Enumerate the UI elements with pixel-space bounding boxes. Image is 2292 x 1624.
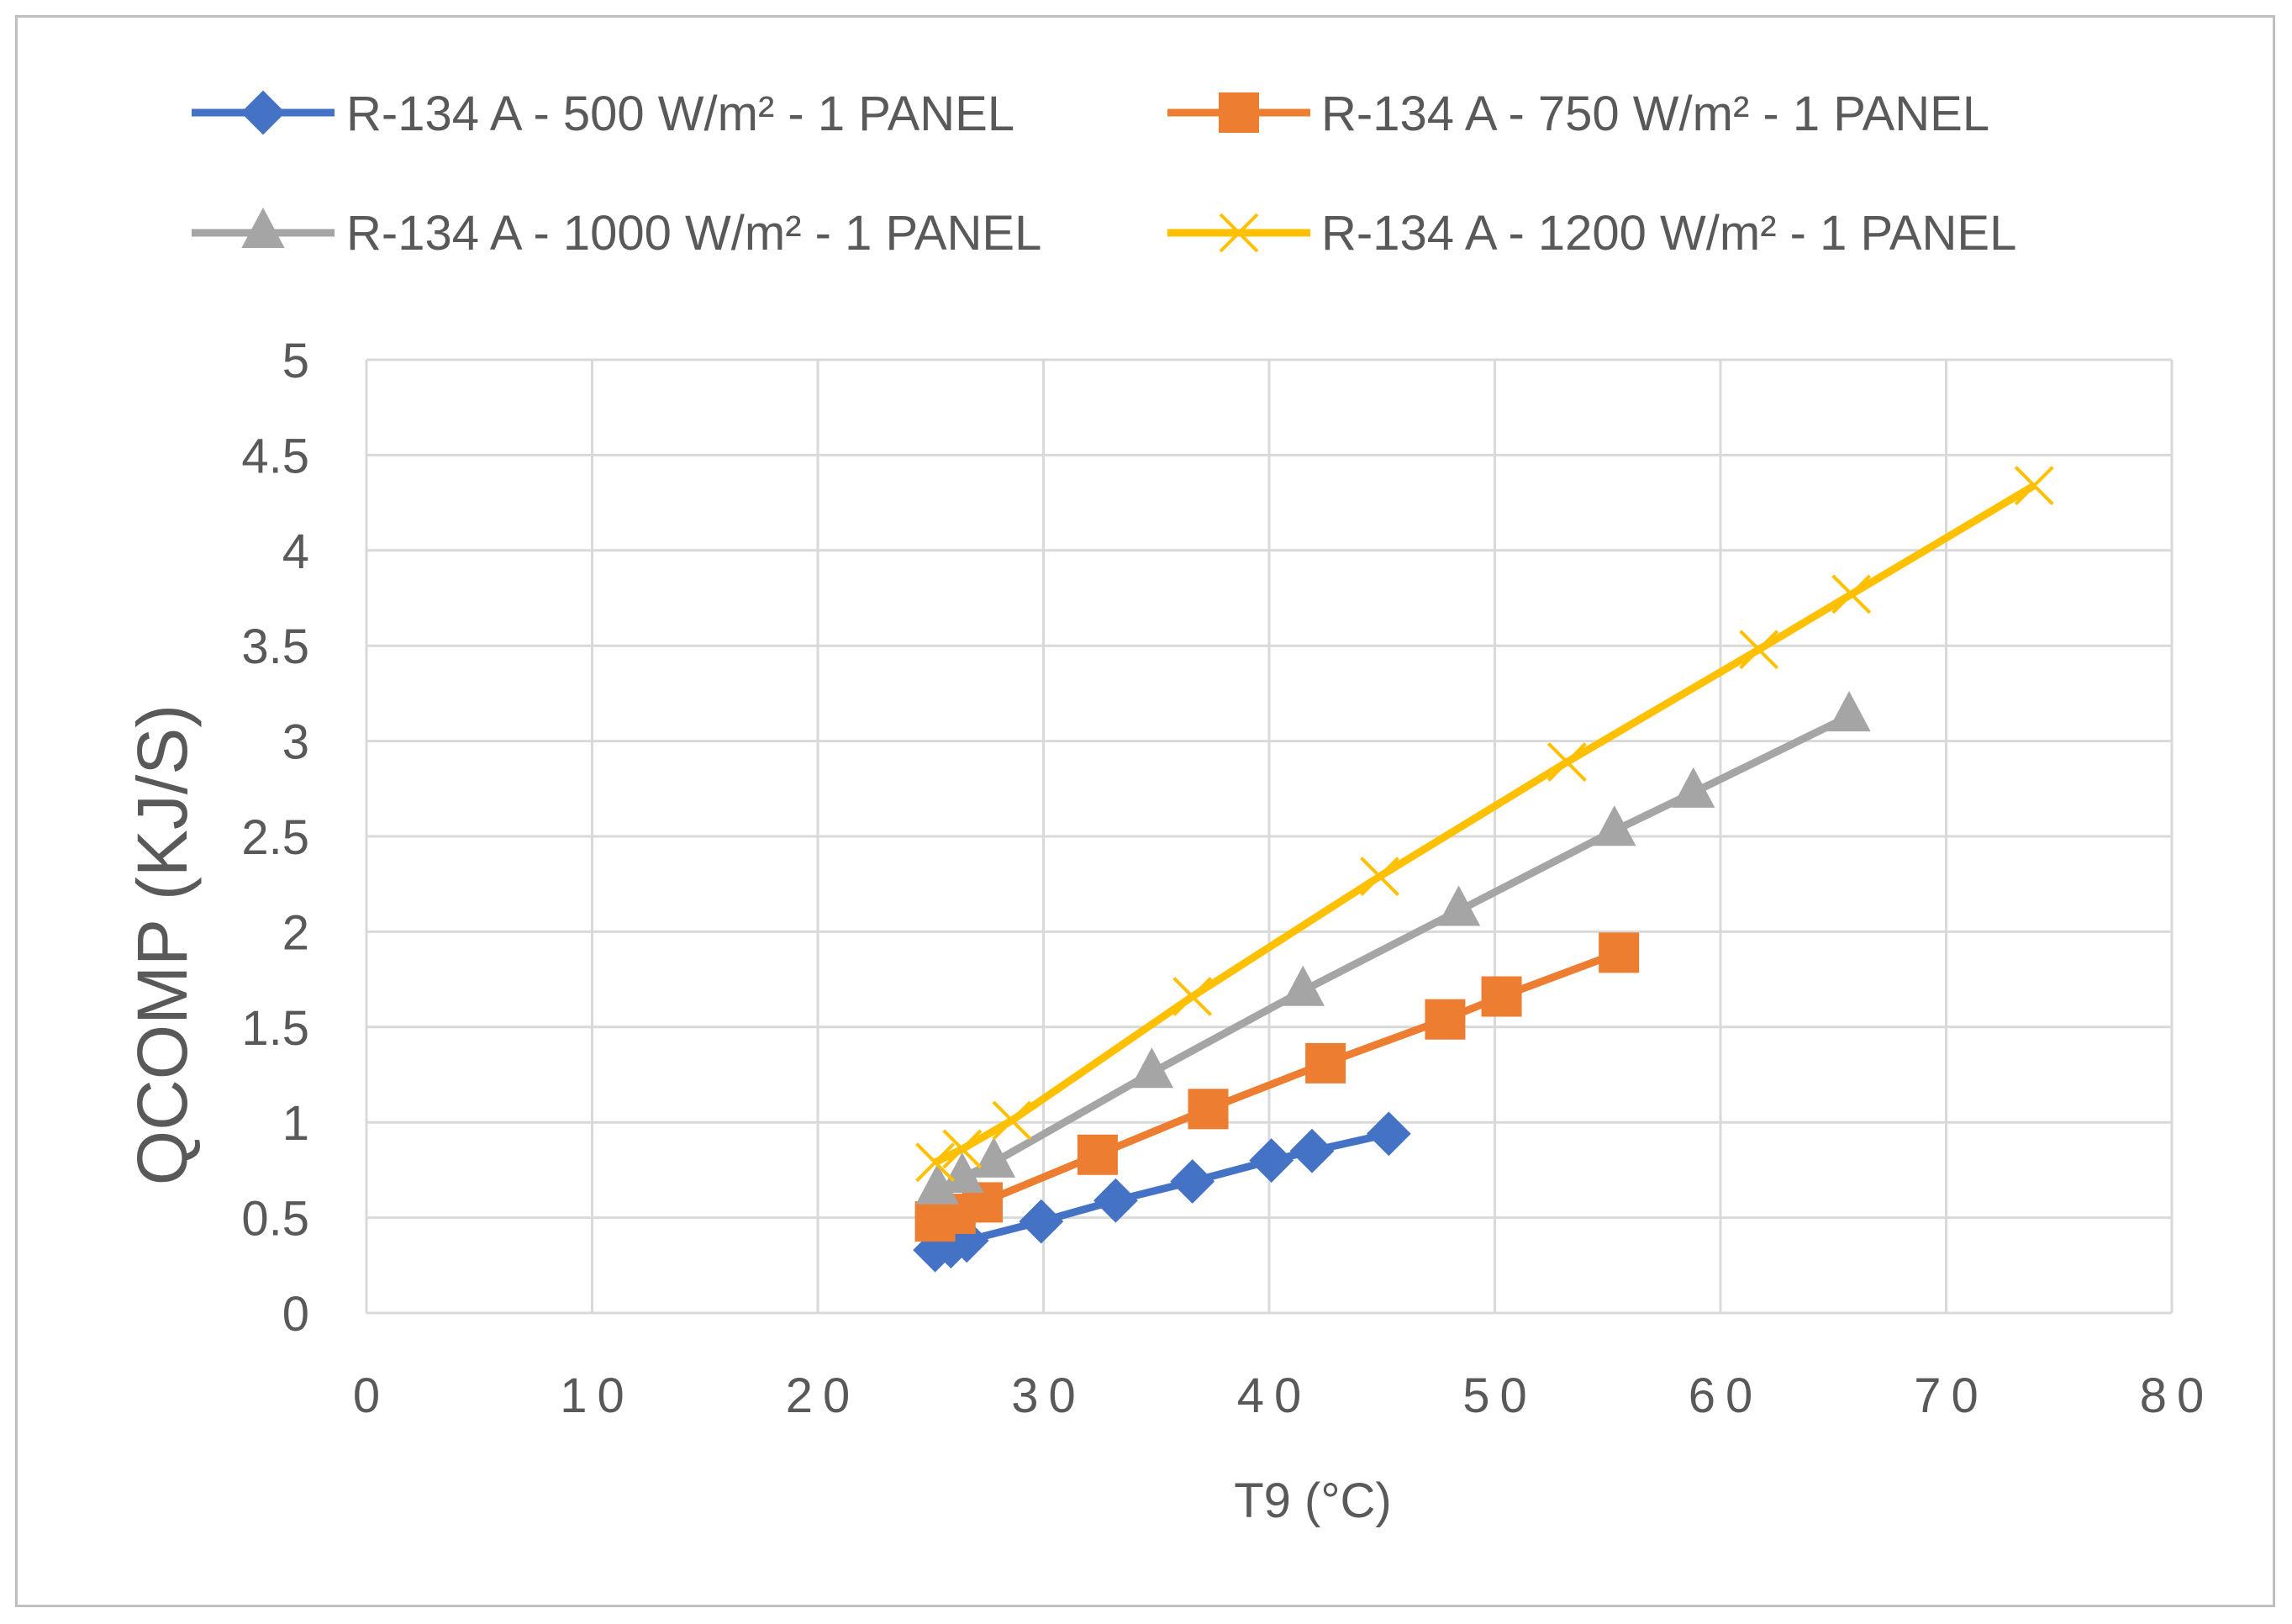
series-750 bbox=[914, 932, 1640, 1242]
data-point-500 bbox=[1093, 1178, 1138, 1223]
legend-symbol-750 bbox=[1167, 92, 1310, 133]
x-tick-label: 30 bbox=[1011, 1368, 1086, 1423]
data-point-1000 bbox=[1130, 1047, 1174, 1089]
y-tick-label: 4 bbox=[282, 525, 309, 579]
x-tick-label: 40 bbox=[1237, 1368, 1312, 1423]
legend: R-134 A - 500 W/m² - 1 PANEL R-134 A - 7… bbox=[192, 87, 2016, 261]
data-point-500 bbox=[1366, 1111, 1411, 1157]
y-tick-label: 1.5 bbox=[241, 1001, 309, 1056]
legend-entry-750: R-134 A - 750 W/m² - 1 PANEL bbox=[1167, 87, 1989, 141]
legend-entry-500: R-134 A - 500 W/m² - 1 PANEL bbox=[192, 87, 1014, 141]
series-line-1200 bbox=[933, 482, 2036, 1166]
legend-marker bbox=[1219, 213, 1259, 253]
data-point-1000 bbox=[1281, 965, 1325, 1006]
data-point-1200 bbox=[942, 1129, 983, 1169]
x-axis-title: T9 (°C) bbox=[1234, 1474, 1392, 1528]
data-point-1200 bbox=[2014, 466, 2054, 506]
plot-area bbox=[913, 466, 2054, 1273]
data-point-1000 bbox=[1593, 805, 1636, 846]
data-point-750 bbox=[1188, 1089, 1229, 1130]
data-point-1000 bbox=[1436, 885, 1481, 926]
y-tick-label: 5 bbox=[282, 334, 309, 388]
y-tick-label: 4.5 bbox=[241, 429, 309, 483]
legend-symbol-500 bbox=[192, 90, 335, 135]
series-1200 bbox=[915, 466, 2054, 1183]
data-point-750 bbox=[1599, 932, 1640, 973]
data-point-500 bbox=[1170, 1159, 1215, 1204]
legend-marker bbox=[241, 207, 285, 248]
y-axis-title: QCOMP (KJ/S) bbox=[123, 704, 202, 1186]
legend-marker bbox=[240, 90, 286, 135]
data-point-500 bbox=[1019, 1199, 1064, 1244]
legend-symbol-1000 bbox=[192, 207, 335, 248]
y-tick-label: 2 bbox=[282, 905, 309, 960]
x-tick-label: 80 bbox=[2140, 1368, 2215, 1423]
data-point-1000 bbox=[972, 1136, 1016, 1178]
data-point-1200 bbox=[1547, 742, 1587, 782]
legend-label-750: R-134 A - 750 W/m² - 1 PANEL bbox=[1321, 87, 1989, 141]
y-tick-label: 3.5 bbox=[241, 620, 309, 674]
y-tick-label: 2.5 bbox=[241, 810, 309, 865]
gridlines bbox=[365, 358, 2173, 1315]
axes: 0 10 20 30 40 50 60 70 80 0 0.5 1 1.5 2 2.5 3 3.5 4 4.5 5 bbox=[241, 334, 2215, 1423]
data-point-1200 bbox=[1831, 574, 1872, 614]
data-point-750 bbox=[1425, 999, 1466, 1040]
x-tick-label: 70 bbox=[1914, 1368, 1989, 1423]
data-point-1000 bbox=[941, 1152, 984, 1193]
y-tick-label: 0 bbox=[282, 1287, 309, 1342]
x-tick-label: 60 bbox=[1689, 1368, 1763, 1423]
data-point-1200 bbox=[992, 1100, 1032, 1141]
data-point-1200 bbox=[915, 1142, 956, 1183]
legend-entry-1200: R-134 A - 1200 W/m² - 1 PANEL bbox=[1167, 206, 2016, 261]
x-tick-label: 10 bbox=[560, 1368, 635, 1423]
x-tick-label: 50 bbox=[1462, 1368, 1537, 1423]
legend-label-1200: R-134 A - 1200 W/m² - 1 PANEL bbox=[1321, 206, 2016, 261]
data-point-750 bbox=[1481, 976, 1522, 1017]
data-point-500 bbox=[1289, 1128, 1335, 1173]
legend-entry-1000: R-134 A - 1000 W/m² - 1 PANEL bbox=[192, 206, 1041, 261]
y-tick-label: 3 bbox=[282, 715, 309, 770]
legend-label-1000: R-134 A - 1000 W/m² - 1 PANEL bbox=[346, 206, 1041, 261]
data-point-1000 bbox=[1827, 690, 1871, 732]
x-tick-label: 20 bbox=[786, 1368, 861, 1423]
data-point-1000 bbox=[1672, 767, 1715, 808]
legend-label-500: R-134 A - 500 W/m² - 1 PANEL bbox=[346, 87, 1014, 141]
data-point-1200 bbox=[1360, 857, 1399, 897]
y-tick-label: 1 bbox=[282, 1096, 309, 1151]
data-point-750 bbox=[1305, 1042, 1346, 1084]
data-point-750 bbox=[1077, 1134, 1118, 1175]
series-1000 bbox=[915, 690, 1871, 1205]
x-tick-label: 0 bbox=[353, 1368, 390, 1423]
data-point-500 bbox=[1249, 1138, 1294, 1183]
chart-frame bbox=[15, 15, 2275, 1607]
legend-marker bbox=[1219, 92, 1259, 133]
data-point-1200 bbox=[1739, 630, 1779, 670]
y-tick-label: 0.5 bbox=[241, 1192, 309, 1247]
data-point-1200 bbox=[1172, 977, 1213, 1016]
legend-symbol-1200 bbox=[1167, 213, 1310, 253]
